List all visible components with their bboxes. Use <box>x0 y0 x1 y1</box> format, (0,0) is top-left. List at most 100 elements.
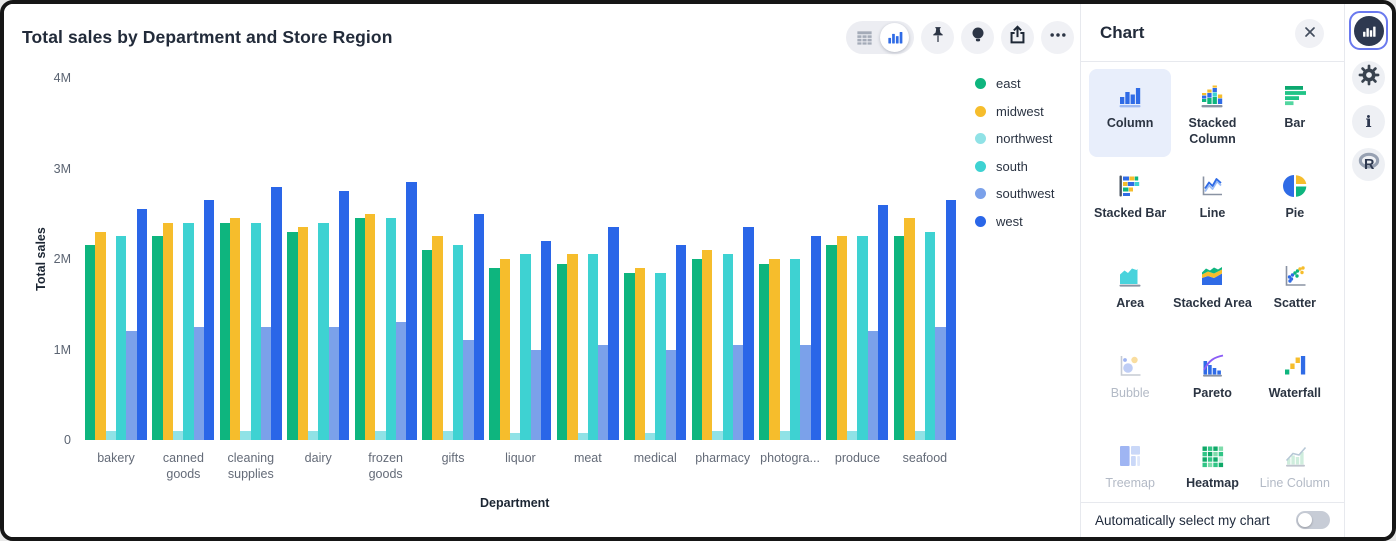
bar-group-medical <box>624 78 687 440</box>
bar-west <box>878 204 889 440</box>
bar-south <box>520 254 531 440</box>
bar-northwest <box>644 432 656 440</box>
bar-midwest <box>230 218 241 440</box>
bar-southwest <box>126 331 137 440</box>
bar-midwest <box>567 254 578 440</box>
chart-type-pie[interactable]: Pie <box>1254 159 1336 247</box>
bar-northwest <box>240 430 251 440</box>
column-chart-view-icon[interactable] <box>880 22 909 52</box>
legend-dot <box>975 78 986 89</box>
stacked-column-icon <box>1198 82 1226 110</box>
plot-area <box>85 78 956 440</box>
scatter-icon <box>1281 262 1309 290</box>
bar-west <box>473 213 484 440</box>
y-tick-label: 3M <box>53 161 71 176</box>
legend-item-northwest[interactable]: northwest <box>975 131 1055 146</box>
bar-northwest <box>847 430 858 440</box>
chart-type-heatmap[interactable]: Heatmap <box>1171 429 1253 517</box>
chart-type-stacked-column[interactable]: Stacked Column <box>1171 69 1253 157</box>
bar-east <box>556 263 568 440</box>
chart-type-stacked-area[interactable]: Stacked Area <box>1171 249 1253 337</box>
share-icon <box>1007 24 1028 50</box>
chart-type-label: Stacked Area <box>1173 296 1252 310</box>
close-panel-button[interactable] <box>1295 19 1324 48</box>
sidebar-info-button[interactable]: i <box>1352 105 1385 138</box>
bar-northwest <box>510 432 521 440</box>
auto-select-toggle[interactable] <box>1296 511 1330 529</box>
bar-east <box>152 236 163 440</box>
chart-type-line[interactable]: Line <box>1171 159 1253 247</box>
chart-type-scatter[interactable]: Scatter <box>1254 249 1336 337</box>
bar-southwest <box>867 331 879 440</box>
pin-button[interactable] <box>921 20 954 54</box>
legend-item-east[interactable]: east <box>975 76 1055 91</box>
more-button[interactable] <box>1041 20 1074 54</box>
info-icon: i <box>1365 112 1372 131</box>
bar-east <box>893 236 905 440</box>
legend-dot <box>975 133 986 144</box>
insights-button[interactable] <box>961 20 994 54</box>
x-tick-label: seafood <box>902 451 948 465</box>
bar-midwest <box>904 218 915 440</box>
x-tick-label: produce <box>834 451 881 465</box>
auto-select-label: Automatically select my chart <box>1095 512 1270 528</box>
bar-southwest <box>193 326 205 440</box>
bar-south <box>857 236 868 440</box>
bubble-icon <box>1116 352 1144 380</box>
legend-item-south[interactable]: south <box>975 159 1055 174</box>
chart-type-label: Stacked Column <box>1188 116 1237 146</box>
bar-group-frozen-goods <box>354 78 417 440</box>
bar-west <box>608 227 619 440</box>
legend-item-southwest[interactable]: southwest <box>975 186 1055 201</box>
view-toggle[interactable] <box>846 20 914 54</box>
chart-type-label: Column <box>1106 116 1154 130</box>
chart-type-stacked-bar[interactable]: Stacked Bar <box>1089 159 1171 247</box>
bar-south <box>924 231 936 440</box>
x-tick-label: medical <box>633 451 677 465</box>
bar-east <box>691 259 702 440</box>
bar-midwest <box>634 268 645 440</box>
sidebar-settings-button[interactable] <box>1352 61 1385 94</box>
bar-south <box>453 245 464 440</box>
bar-west <box>945 200 956 440</box>
bar-northwest <box>442 430 454 440</box>
bar-southwest <box>598 344 609 440</box>
legend-item-west[interactable]: west <box>975 214 1055 229</box>
panel-title: Chart <box>1100 23 1145 42</box>
lightbulb-icon <box>968 25 988 50</box>
column-icon <box>1116 82 1144 110</box>
bar-northwest <box>712 430 723 440</box>
settings-gear-icon <box>1356 62 1382 93</box>
bar-west <box>338 191 350 440</box>
chart-type-waterfall[interactable]: Waterfall <box>1254 339 1336 427</box>
bar-midwest <box>364 213 376 440</box>
chart-type-column[interactable]: Column <box>1089 69 1172 157</box>
bar-southwest <box>530 349 542 440</box>
y-tick-label: 2M <box>53 252 71 266</box>
sidebar-chart-button[interactable] <box>1349 11 1388 50</box>
chart-type-bar[interactable]: Bar <box>1254 69 1336 157</box>
toggle-knob <box>1298 513 1312 527</box>
sidebar-r-button[interactable]: R <box>1352 148 1385 181</box>
stacked-area-icon <box>1198 262 1226 290</box>
chart-type-pareto[interactable]: Pareto <box>1171 339 1253 427</box>
bar-group-canned-goods <box>152 78 215 440</box>
line-icon <box>1198 172 1226 200</box>
bar-midwest <box>95 231 106 440</box>
x-tick-label: meat <box>573 451 602 465</box>
legend-item-midwest[interactable]: midwest <box>975 104 1055 119</box>
chart-type-area[interactable]: Area <box>1089 249 1171 337</box>
chart-type-label: Bar <box>1284 116 1306 130</box>
share-button[interactable] <box>1001 20 1034 54</box>
x-tick-label: canned goods <box>162 451 204 482</box>
chart-type-label: Pie <box>1285 206 1305 220</box>
legend-label: south <box>996 158 1028 174</box>
r-language-icon: R <box>1356 149 1382 180</box>
bar-west <box>136 209 147 440</box>
bar-east <box>489 268 500 440</box>
table-view-icon[interactable] <box>848 28 880 47</box>
panel-body: Column Stacked Column Bar Stacked Bar Line Pi… <box>1081 63 1344 537</box>
bar-group-pharmacy <box>691 78 754 440</box>
legend-label: southwest <box>996 186 1055 201</box>
